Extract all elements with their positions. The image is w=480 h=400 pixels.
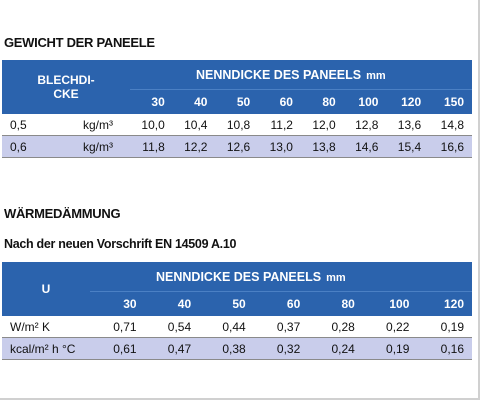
data-row: W/m² K 0,71 0,54 0,44 0,37 0,28 0,22 0,19 — [2, 316, 472, 338]
cell: 0,38 — [199, 337, 254, 360]
cell: 13,6 — [386, 114, 430, 136]
heading-label: NENNDICKE DES PANEELS — [156, 269, 322, 284]
cell: 10,8 — [215, 114, 259, 136]
section-title: GEWICHT DER PANEELE — [4, 35, 155, 50]
unit-label: mm — [366, 69, 386, 82]
column-header: 30 — [90, 291, 145, 316]
cell: 14,8 — [429, 114, 472, 136]
cell: 0,44 — [199, 316, 254, 338]
cell: 0,54 — [144, 316, 200, 338]
data-row: 0,6 kg/m³ 11,8 12,2 12,6 13,0 13,8 14,6 15,4 16,6 — [2, 135, 472, 158]
column-header: 60 — [253, 291, 309, 316]
data-row: 0,5 kg/m³ 10,0 10,4 10,8 11,2 12,0 12,8 13,6 14,8 — [2, 114, 472, 136]
cell: 10,0 — [130, 114, 173, 136]
corner-label: CKE — [53, 87, 79, 101]
cell: 0,61 — [90, 337, 145, 360]
column-header: 80 — [300, 89, 344, 114]
cell: 0,19 — [417, 316, 472, 338]
cell: 12,8 — [343, 114, 387, 136]
column-row: 30 40 50 60 80 100 120 — [2, 291, 472, 316]
corner-cell: BLECHDI- CKE — [2, 60, 131, 114]
column-header: 100 — [362, 291, 418, 316]
cell: 0,19 — [362, 337, 418, 360]
cell: 0,24 — [308, 337, 363, 360]
cell: 14,6 — [343, 135, 387, 158]
weight-table: BLECHDI- CKE NENNDICKE DES PANEELS mm 30 40 50… — [2, 60, 472, 158]
cell: kcal/m² h °C — [2, 337, 90, 360]
section-subtitle: Nach der neuen Vorschrift EN 14509 A.10 — [4, 237, 237, 251]
column-header: 100 — [343, 89, 387, 114]
column-header: 40 — [172, 89, 216, 114]
column-header: 40 — [144, 291, 200, 316]
cell: 12,0 — [300, 114, 344, 136]
corner-label: U — [41, 282, 51, 296]
data-row: kcal/m² h °C 0,61 0,47 0,38 0,32 0,24 0,19 0,16 — [2, 337, 472, 360]
cell: 0,32 — [253, 337, 309, 360]
section-title: WÄRMEDÄMMUNG — [4, 206, 121, 221]
cell: W/m² K — [2, 316, 90, 338]
cell: 13,8 — [300, 135, 344, 158]
cell: 0,71 — [90, 316, 145, 338]
cell: 11,2 — [258, 114, 301, 136]
cell: 0,16 — [417, 337, 472, 360]
column-header: 80 — [308, 291, 363, 316]
column-header: 50 — [199, 291, 254, 316]
column-header: 120 — [417, 291, 472, 316]
heading-label: NENNDICKE DES PANEELS — [196, 67, 362, 82]
cell: 0,22 — [362, 316, 418, 338]
insulation-table: U NENNDICKE DES PANEELS mm 30 40 50 60 80 100 120… — [2, 262, 472, 360]
corner-cell: U — [2, 262, 90, 316]
cell: 0,5 — [2, 114, 75, 136]
column-row: 30 40 50 60 80 100 120 150 — [2, 89, 472, 114]
column-header: 150 — [429, 89, 472, 114]
column-header: 60 — [258, 89, 301, 114]
cell: 10,4 — [172, 114, 216, 136]
cell: 16,6 — [429, 135, 472, 158]
column-header: 30 — [130, 89, 173, 114]
cell: 0,37 — [253, 316, 309, 338]
heading-cell: NENNDICKE DES PANEELS mm — [90, 262, 472, 292]
cell: 12,6 — [215, 135, 259, 158]
column-header: 50 — [215, 89, 259, 114]
cell: 0,47 — [144, 337, 200, 360]
cell: 15,4 — [386, 135, 430, 158]
header-row: U NENNDICKE DES PANEELS mm — [2, 262, 472, 316]
header-row: BLECHDI- CKE NENNDICKE DES PANEELS mm — [2, 60, 472, 114]
column-header: 120 — [386, 89, 430, 114]
unit-label: mm — [326, 271, 346, 284]
cell: 0,6 — [2, 135, 75, 158]
cell: kg/m³ — [75, 114, 131, 136]
cell: 12,2 — [172, 135, 216, 158]
cell: 13,0 — [258, 135, 301, 158]
cell: kg/m³ — [75, 135, 131, 158]
heading-cell: NENNDICKE DES PANEELS mm — [130, 60, 472, 90]
cell: 11,8 — [130, 135, 173, 158]
cell: 0,28 — [308, 316, 363, 338]
corner-label: BLECHDI- — [37, 73, 95, 87]
